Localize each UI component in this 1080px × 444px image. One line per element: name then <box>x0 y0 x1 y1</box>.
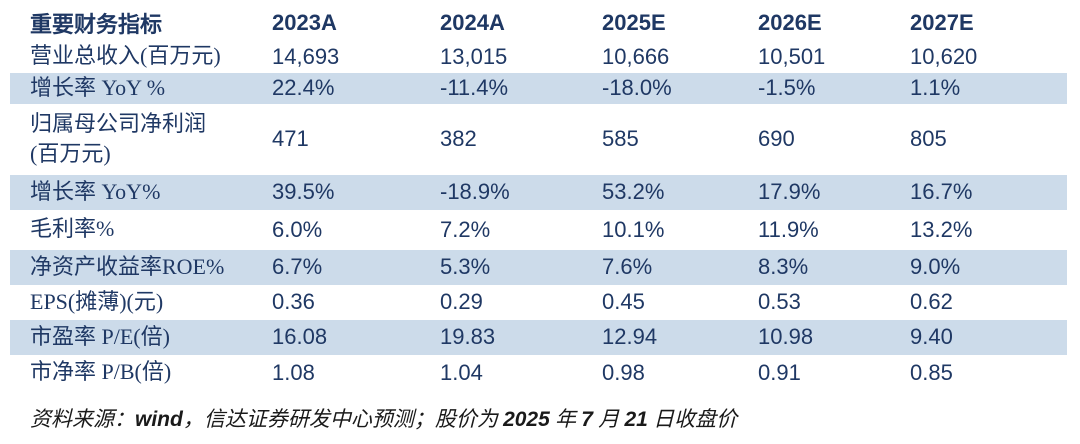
table-row: 增长率 YoY % 22.4% -11.4% -18.0% -1.5% 1.1% <box>10 73 1067 104</box>
cell-value: 0.36 <box>272 289 315 315</box>
cell-value: 471 <box>272 126 309 152</box>
cell-value: 7.2% <box>440 216 491 242</box>
row-label: 增长率 YoY % <box>10 73 272 104</box>
table-row: EPS(摊薄)(元) 0.36 0.29 0.45 0.53 0.62 <box>10 285 1067 320</box>
header-year-2026e: 2026E <box>758 9 822 35</box>
cell-value: 8.3% <box>758 249 910 285</box>
cell-value: 14,693 <box>272 43 340 69</box>
table-row: 归属母公司净利润 (百万元) 471 382 585 690 805 <box>10 104 1067 175</box>
cell-value: 690 <box>758 126 795 152</box>
price-date-year: 2025 <box>503 407 550 431</box>
source-note: 资料来源：wind，信达证券研发中心预测；股价为 2025 年 7 月 21 日… <box>30 403 1080 433</box>
cell-value: 9.0% <box>910 249 1067 285</box>
cell-value: 10.98 <box>758 319 910 355</box>
table-row: 增长率 YoY% 39.5% -18.9% 53.2% 17.9% 16.7% <box>10 174 1067 210</box>
row-label: 营业总收入(百万元) <box>30 43 221 69</box>
table-body: 营业总收入(百万元) 14,693 13,015 10,666 10,501 10,620… <box>10 40 1067 391</box>
cell-value: 10,666 <box>602 43 670 69</box>
cell-value: -11.4% <box>440 73 602 104</box>
cell-value: 22.4% <box>272 73 440 104</box>
cell-value: 16.08 <box>272 319 440 355</box>
row-label: 增长率 YoY% <box>10 174 272 210</box>
cell-value: 5.3% <box>440 249 602 285</box>
cell-value: 1.04 <box>440 359 483 385</box>
table-row: 毛利率% 6.0% 7.2% 10.1% 11.9% 13.2% <box>10 210 1067 250</box>
cell-value: 11.9% <box>758 216 819 242</box>
cell-value: 0.29 <box>440 289 483 315</box>
cell-value: 0.53 <box>758 289 801 315</box>
cell-value: 585 <box>602 126 639 152</box>
row-label: 毛利率% <box>30 216 115 242</box>
price-date-year-unit: 年 <box>549 406 582 431</box>
cell-value: 382 <box>440 126 477 152</box>
cell-value: 6.0% <box>272 216 323 242</box>
cell-value: 0.98 <box>602 359 645 385</box>
cell-value: 9.40 <box>910 319 1067 355</box>
cell-value: 12.94 <box>602 319 758 355</box>
header-year-2024a: 2024A <box>440 9 505 35</box>
cell-value: 10,501 <box>758 43 826 69</box>
cell-value: 10,620 <box>910 43 978 69</box>
cell-value: 1.1% <box>910 73 1067 104</box>
source-note-middle: ，信达证券研发中心预测；股价为 <box>182 406 504 431</box>
cell-value: 0.91 <box>758 359 801 385</box>
cell-value: 1.08 <box>272 359 315 385</box>
table-header-row: 重要财务指标 2023A 2024A 2025E 2026E 2027E <box>10 5 1067 40</box>
cell-value: 19.83 <box>440 319 602 355</box>
row-label: 净资产收益率ROE% <box>10 249 272 285</box>
price-date-day-suffix: 日收盘价 <box>647 406 738 431</box>
cell-value: 805 <box>910 126 947 152</box>
header-year-2023a: 2023A <box>272 9 337 35</box>
cell-value: 0.62 <box>910 289 953 315</box>
cell-value: 13,015 <box>440 43 508 69</box>
cell-value: 39.5% <box>272 174 440 210</box>
row-label-line2: (百万元) <box>30 141 111 167</box>
financial-indicators-table: 重要财务指标 2023A 2024A 2025E 2026E 2027E 营业总… <box>10 5 1067 391</box>
cell-value: 10.1% <box>602 216 665 242</box>
cell-value: 0.45 <box>602 289 645 315</box>
cell-value: 16.7% <box>910 174 1067 210</box>
cell-value: -1.5% <box>758 73 910 104</box>
cell-value: 17.9% <box>758 174 910 210</box>
cell-value: 0.85 <box>910 359 953 385</box>
header-year-2025e: 2025E <box>602 9 666 35</box>
row-label: 市净率 P/B(倍) <box>30 359 172 385</box>
source-note-prefix: 资料来源： <box>30 406 135 431</box>
row-label: EPS(摊薄)(元) <box>30 288 164 314</box>
cell-value: 53.2% <box>602 174 758 210</box>
table-row: 净资产收益率ROE% 6.7% 5.3% 7.6% 8.3% 9.0% <box>10 249 1067 285</box>
row-label: 归属母公司净利润 (百万元) <box>10 104 272 175</box>
cell-value: 7.6% <box>602 249 758 285</box>
table-row: 营业总收入(百万元) 14,693 13,015 10,666 10,501 10,620 <box>10 40 1067 73</box>
price-date-day: 21 <box>624 407 648 431</box>
header-indicator-label: 重要财务指标 <box>30 11 163 37</box>
cell-value: 6.7% <box>272 249 440 285</box>
header-year-2027e: 2027E <box>910 9 974 35</box>
table-row: 市盈率 P/E(倍) 16.08 19.83 12.94 10.98 9.40 <box>10 319 1067 355</box>
cell-value: 13.2% <box>910 216 973 242</box>
row-label: 市盈率 P/E(倍) <box>10 319 272 355</box>
cell-value: -18.9% <box>440 174 602 210</box>
cell-value: -18.0% <box>602 73 758 104</box>
price-date-month: 7 <box>581 407 593 431</box>
price-date-month-unit: 月 <box>592 406 625 431</box>
source-name: wind <box>135 407 183 431</box>
table-row: 市净率 P/B(倍) 1.08 1.04 0.98 0.91 0.85 <box>10 355 1067 391</box>
